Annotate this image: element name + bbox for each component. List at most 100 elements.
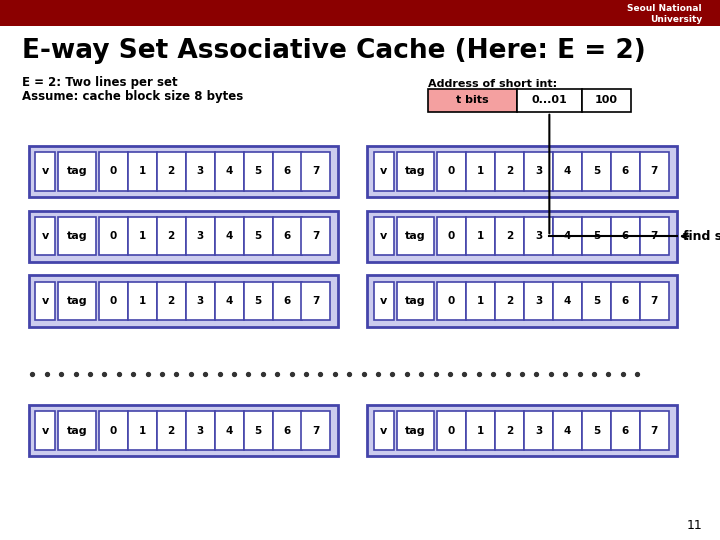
- Bar: [58, 152, 96, 191]
- Bar: [397, 282, 434, 320]
- Text: 0: 0: [448, 426, 455, 436]
- Text: 5: 5: [254, 231, 261, 241]
- Bar: [524, 282, 553, 320]
- Text: tag: tag: [405, 166, 426, 177]
- Text: 4: 4: [564, 296, 571, 306]
- Bar: [243, 282, 272, 320]
- Bar: [35, 282, 55, 320]
- Text: v: v: [42, 426, 49, 436]
- Bar: [374, 411, 394, 450]
- Bar: [215, 217, 243, 255]
- Text: 2: 2: [168, 166, 175, 177]
- Text: 7: 7: [651, 166, 658, 177]
- Text: 5: 5: [254, 426, 261, 436]
- Bar: [243, 217, 272, 255]
- Bar: [611, 217, 640, 255]
- Text: 6: 6: [284, 231, 291, 241]
- Bar: [611, 152, 640, 191]
- Text: 4: 4: [225, 426, 233, 436]
- Bar: [58, 411, 96, 450]
- Text: 3: 3: [197, 426, 204, 436]
- Text: 4: 4: [225, 231, 233, 241]
- Bar: [582, 217, 611, 255]
- Bar: [374, 282, 394, 320]
- Text: 1: 1: [477, 231, 484, 241]
- Bar: [272, 411, 302, 450]
- Bar: [127, 152, 157, 191]
- Bar: [272, 152, 302, 191]
- Bar: [243, 411, 272, 450]
- Text: 6: 6: [622, 231, 629, 241]
- Text: v: v: [42, 231, 49, 241]
- Text: 5: 5: [593, 296, 600, 306]
- Bar: [99, 282, 127, 320]
- Bar: [582, 152, 611, 191]
- Text: t bits: t bits: [456, 95, 489, 105]
- Text: tag: tag: [405, 426, 426, 436]
- Text: tag: tag: [405, 296, 426, 306]
- Bar: [374, 217, 394, 255]
- Text: 4: 4: [225, 166, 233, 177]
- Text: 3: 3: [535, 426, 542, 436]
- Bar: [58, 217, 96, 255]
- Bar: [553, 411, 582, 450]
- Bar: [186, 217, 215, 255]
- Text: 7: 7: [651, 231, 658, 241]
- Text: 4: 4: [564, 166, 571, 177]
- Text: 1: 1: [477, 166, 484, 177]
- Bar: [127, 217, 157, 255]
- Text: 3: 3: [197, 166, 204, 177]
- Text: 0: 0: [109, 296, 117, 306]
- Bar: [99, 411, 127, 450]
- Bar: [495, 411, 524, 450]
- Bar: [302, 217, 330, 255]
- Bar: [437, 217, 466, 255]
- Bar: [243, 152, 272, 191]
- Text: Seoul National
University: Seoul National University: [627, 4, 702, 24]
- Bar: [374, 152, 394, 191]
- Bar: [524, 152, 553, 191]
- Bar: [186, 152, 215, 191]
- Text: 2: 2: [168, 296, 175, 306]
- Text: 3: 3: [535, 166, 542, 177]
- Text: 0: 0: [448, 296, 455, 306]
- Text: 2: 2: [506, 166, 513, 177]
- Text: 1: 1: [138, 166, 145, 177]
- Text: v: v: [42, 296, 49, 306]
- Text: 6: 6: [284, 426, 291, 436]
- Text: 4: 4: [564, 231, 571, 241]
- Text: tag: tag: [67, 296, 87, 306]
- Text: 5: 5: [593, 231, 600, 241]
- Text: tag: tag: [67, 426, 87, 436]
- Text: 2: 2: [506, 426, 513, 436]
- Bar: [367, 211, 677, 262]
- Bar: [58, 282, 96, 320]
- Bar: [157, 282, 186, 320]
- Text: tag: tag: [67, 166, 87, 177]
- Text: 3: 3: [197, 231, 204, 241]
- Text: 5: 5: [593, 166, 600, 177]
- Text: 1: 1: [477, 296, 484, 306]
- Bar: [35, 411, 55, 450]
- Text: Assume: cache block size 8 bytes: Assume: cache block size 8 bytes: [22, 90, 243, 103]
- Bar: [302, 411, 330, 450]
- Text: 6: 6: [622, 426, 629, 436]
- Bar: [640, 282, 669, 320]
- Text: 0: 0: [109, 166, 117, 177]
- Text: 7: 7: [651, 426, 658, 436]
- Bar: [186, 282, 215, 320]
- Text: 4: 4: [225, 296, 233, 306]
- Text: 7: 7: [651, 296, 658, 306]
- Bar: [553, 152, 582, 191]
- Bar: [437, 152, 466, 191]
- Text: 5: 5: [254, 296, 261, 306]
- Bar: [437, 282, 466, 320]
- Text: 6: 6: [284, 296, 291, 306]
- Text: 3: 3: [535, 231, 542, 241]
- Bar: [582, 282, 611, 320]
- Bar: [215, 411, 243, 450]
- Text: v: v: [380, 296, 387, 306]
- Bar: [611, 282, 640, 320]
- Text: 3: 3: [197, 296, 204, 306]
- Bar: [302, 152, 330, 191]
